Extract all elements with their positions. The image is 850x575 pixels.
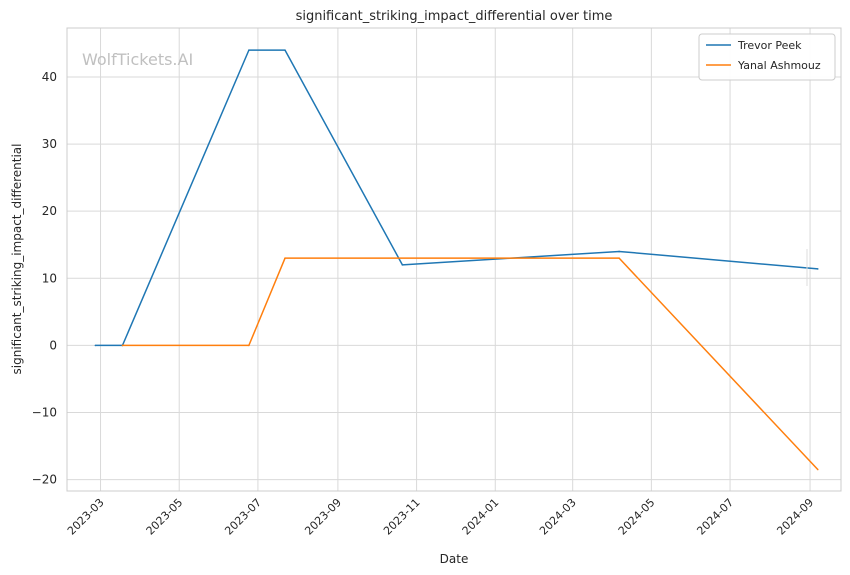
data-point-yanal-ashmouz [121, 344, 124, 347]
legend: Trevor Peek Yanal Ashmouz [698, 33, 836, 81]
x-axis-label: Date [440, 552, 469, 566]
data-point-trevor-peek [816, 268, 819, 270]
legend-label-yanal-ashmouz: Yanal Ashmouz [737, 59, 821, 72]
series-lines [94, 49, 819, 471]
y-tick-label: 40 [42, 70, 57, 84]
data-point-yanal-ashmouz [248, 344, 250, 347]
legend-label-trevor-peek: Trevor Peek [737, 39, 802, 52]
data-point-trevor-peek [94, 344, 97, 347]
legend-box [698, 33, 836, 81]
y-tick-label: 0 [49, 338, 57, 352]
data-point-trevor-peek [248, 49, 250, 51]
y-tick-label: 20 [42, 204, 57, 218]
data-point-yanal-ashmouz [618, 257, 620, 259]
plot-area-frame [66, 27, 842, 492]
y-tick-label: 30 [42, 137, 57, 151]
data-point-trevor-peek [401, 264, 404, 266]
data-point-trevor-peek [284, 49, 286, 51]
data-point-trevor-peek [618, 250, 620, 253]
y-tick-label: −10 [32, 405, 57, 419]
chart-title: significant_striking_impact_differential… [296, 9, 613, 24]
watermark-text: WolfTickets.AI [82, 50, 193, 69]
y-axis-label: significant_striking_impact_differential [10, 144, 24, 375]
y-tick-label: 10 [42, 271, 57, 285]
data-point-yanal-ashmouz [816, 468, 819, 471]
data-point-yanal-ashmouz [284, 257, 286, 259]
y-tick-label: −20 [32, 473, 57, 487]
